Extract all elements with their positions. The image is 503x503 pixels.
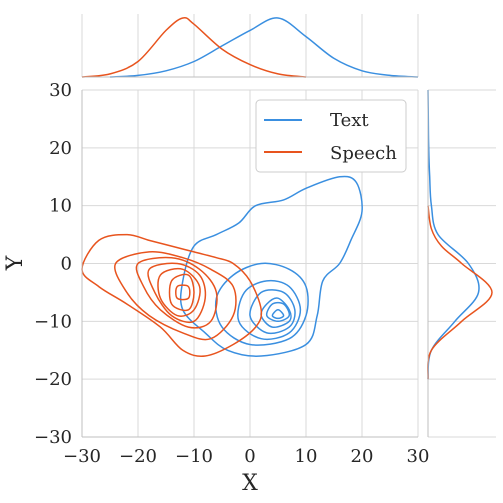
x-tick-labels: −30 −20 −10 0 10 20 30	[63, 446, 429, 467]
text-contour-3	[249, 289, 296, 335]
speech-contour-4	[157, 267, 201, 317]
text-contour-1	[214, 262, 309, 346]
text-contour-2	[237, 279, 302, 341]
x-tick-label-6: 30	[407, 446, 430, 467]
legend-box	[255, 99, 407, 173]
y-tick-label-1: −20	[34, 369, 72, 390]
legend-label-text: Text	[330, 110, 369, 131]
speech-contour-2	[135, 256, 218, 329]
y-tick-label-3: 0	[61, 254, 72, 275]
x-tick-label-3: 0	[244, 446, 255, 467]
y-tick-label-5: 20	[49, 138, 72, 159]
speech-contour-1	[114, 251, 237, 341]
text-contour-0	[179, 175, 363, 357]
legend: Text Speech	[255, 99, 407, 173]
speech-contour-0	[81, 233, 263, 357]
legend-label-speech: Speech	[330, 143, 397, 164]
x-tick-label-4: 10	[295, 446, 318, 467]
y-axis-label: Y	[3, 255, 28, 271]
y-tick-label-0: −30	[34, 427, 72, 448]
speech-x-density-curve	[81, 17, 307, 78]
x-tick-label-2: −10	[175, 446, 213, 467]
y-tick-labels: −30 −20 −10 0 10 20 30	[34, 80, 72, 448]
x-tick-label-1: −20	[119, 446, 157, 467]
text-y-density-curve	[427, 89, 480, 380]
x-tick-label-0: −30	[63, 446, 101, 467]
speech-contour-6	[175, 284, 191, 301]
x-marginal-density-plot	[81, 14, 419, 78]
text-contour-6	[271, 309, 285, 320]
main-kde-plot: −30 −20 −10 0 10 20 30 −30 −20 −10 0 10 20 30	[34, 80, 429, 467]
y-tick-label-4: 10	[49, 196, 72, 217]
speech-y-density-curve	[427, 205, 493, 380]
y-tick-label-6: 30	[49, 80, 72, 101]
y-marginal-density-plot	[427, 89, 496, 438]
speech-contour-3	[147, 262, 207, 324]
text-x-density-curve	[109, 17, 419, 78]
text-contour-4	[260, 297, 292, 329]
kde-contours	[81, 175, 363, 357]
y-tick-label-2: −10	[34, 311, 72, 332]
x-marginal-curves	[81, 17, 419, 78]
y-marginal-curves	[427, 89, 493, 380]
x-axis-label: X	[242, 471, 258, 496]
x-tick-label-5: 20	[351, 446, 374, 467]
text-contour-5	[265, 301, 291, 323]
speech-contour-5	[168, 273, 195, 312]
